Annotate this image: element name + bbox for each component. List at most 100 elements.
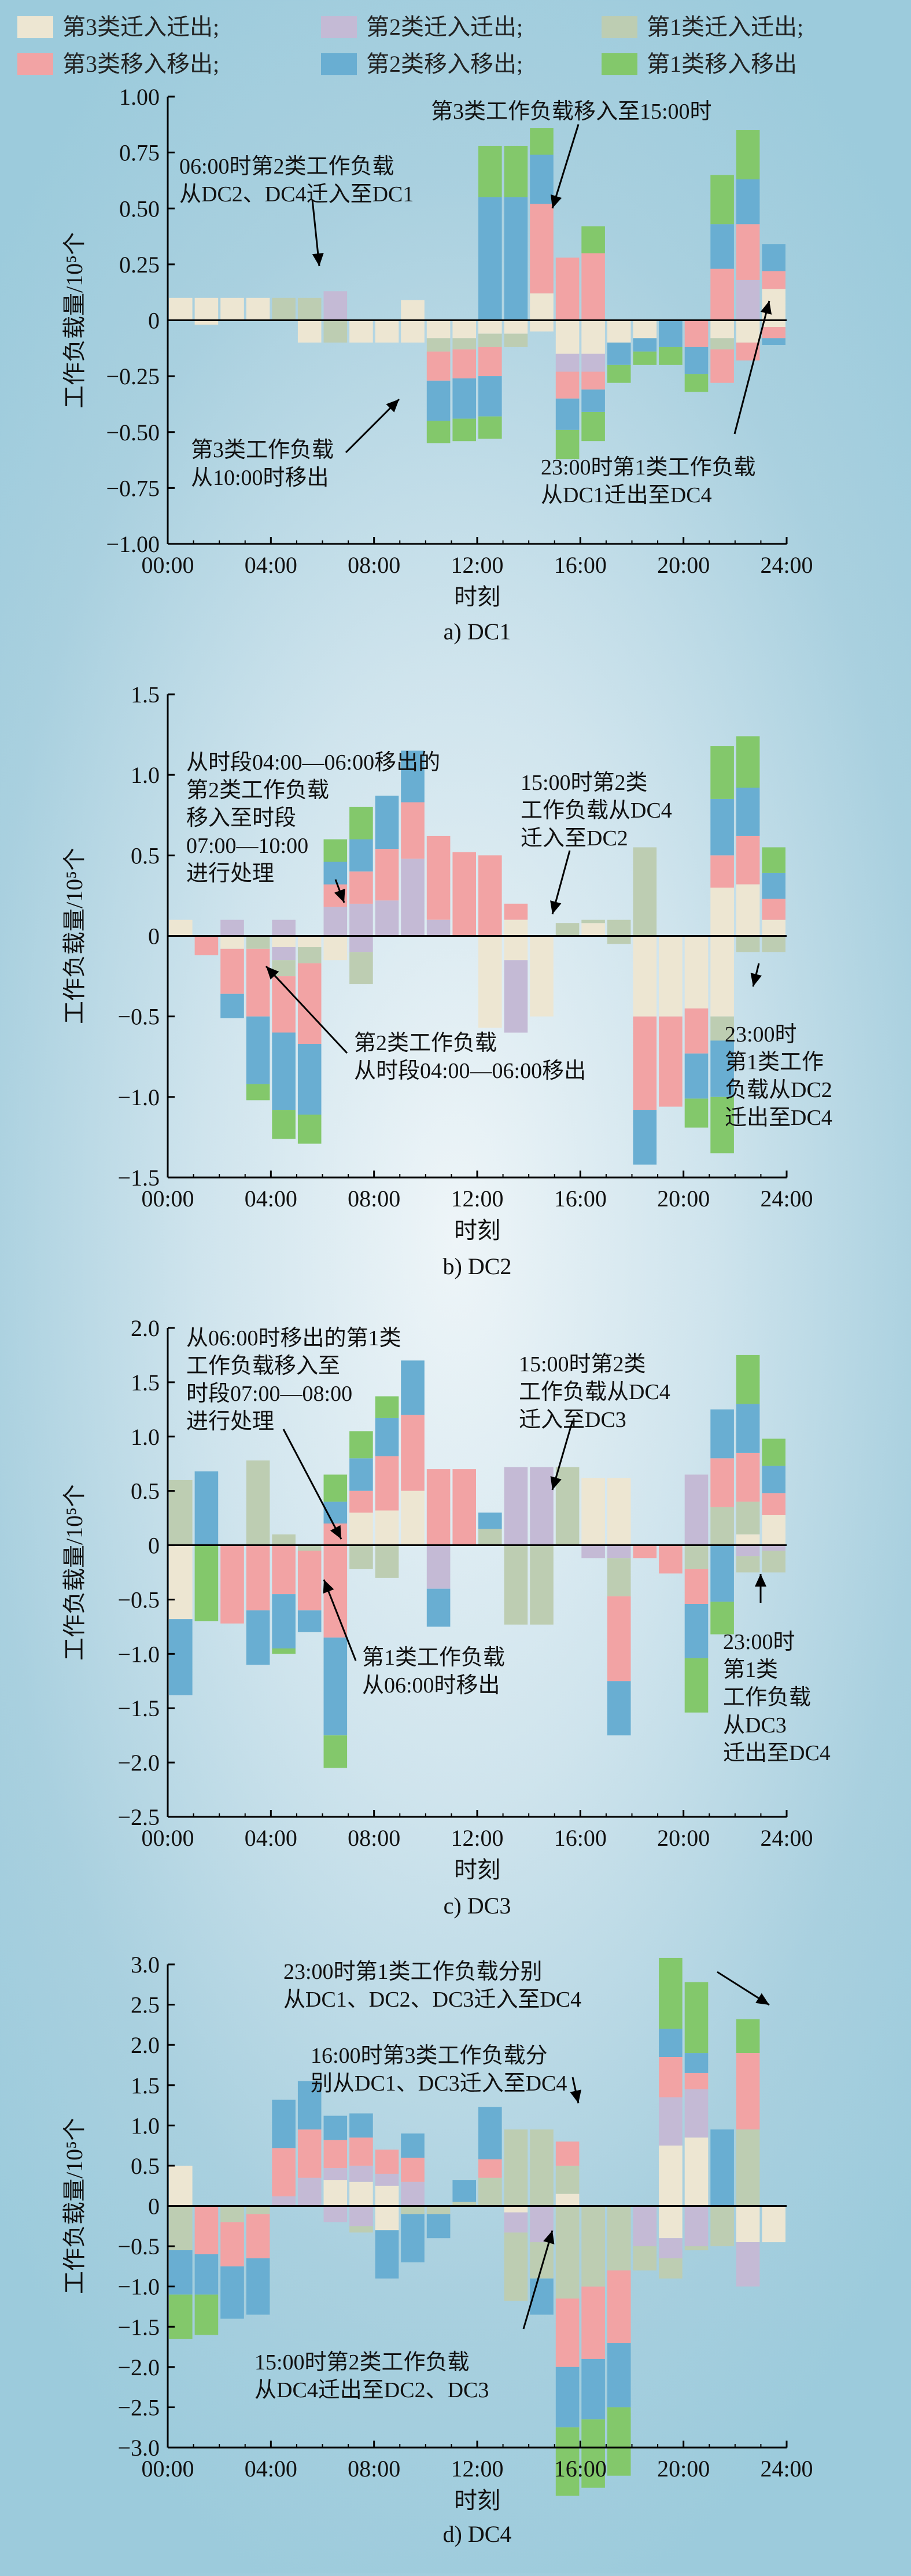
bar-c1m [581, 919, 605, 923]
bar-c3m [401, 1491, 425, 1545]
bar-c1m [684, 2246, 709, 2251]
bar-c1m [401, 2206, 425, 2214]
bar-c1s [478, 146, 502, 197]
bar-c1m [530, 2242, 554, 2279]
annotation-line: 工作负载移入至 [186, 1354, 340, 1378]
bar-c3s [272, 2148, 296, 2196]
bar-c3m [762, 2206, 785, 2243]
annotation: 23:00时第1类工作负载分别从DC1、DC2、DC3迁入至DC4 [283, 1960, 581, 2012]
bar-c1s [633, 351, 657, 365]
bar-c1m [607, 919, 631, 936]
bar-c3s [762, 1493, 785, 1515]
bar-c3s [736, 1452, 760, 1502]
legend-label: 第3类移入移出; [62, 51, 219, 77]
x-tick-label: 00:00 [141, 2456, 194, 2482]
chart-panel-1: −1.00 −0.75 −0.50 −0.25 0 0.25 0.50 0.75 1.00 00:… [61, 84, 813, 645]
y-tick-label: −2.0 [117, 2354, 160, 2380]
annotation-arrowhead [750, 973, 762, 987]
bar-c2s [375, 2230, 399, 2279]
x-tick-label: 12:00 [451, 1186, 503, 1212]
bar-c1s [426, 421, 451, 444]
x-tick-label: 20:00 [657, 552, 710, 578]
y-tick-label: −2.5 [117, 2394, 160, 2420]
x-tick-label: 08:00 [348, 2456, 400, 2482]
bar-c1m [633, 847, 657, 936]
annotation: 06:00时第2类工作负载从DC2、DC4迁入至DC1 [179, 154, 414, 207]
annotation-line: 从DC2、DC4迁入至DC1 [179, 182, 414, 207]
x-tick-label: 00:00 [141, 552, 194, 578]
annotation-line: 第2类工作负载 [354, 1031, 497, 1055]
bar-c1s [555, 2427, 580, 2496]
annotation: 第2类工作负载从时段04:00—06:00移出 [354, 1031, 586, 1083]
chart-panel-4: −3.0 −2.5 −2.0 −1.5 −1.0 −0.5 0 0.5 1.0 1.5 2.0 2.5… [61, 1952, 813, 2547]
bar-c3m [530, 293, 554, 321]
bar-c2m [323, 291, 348, 321]
bar-c3s [452, 1469, 476, 1545]
annotation-line: 15:00时第2类工作负载 [255, 2350, 470, 2375]
bar-c1m [684, 1545, 709, 1569]
legend-label: 第1类迁入迁出; [647, 14, 803, 40]
bar-c2s [349, 1458, 373, 1491]
bar-c3m [736, 2206, 760, 2243]
bar-c3m [169, 2165, 193, 2206]
bar-c3m [659, 2206, 683, 2239]
annotation: 23:00时第1类工作负载从DC1迁出至DC4 [541, 455, 756, 507]
bar-c3s [633, 1016, 657, 1110]
legend-label: 第1类移入移出 [647, 51, 797, 77]
annotation-arrowhead [551, 194, 562, 208]
bar-c2s [478, 2107, 502, 2159]
bar-c1s [684, 1098, 709, 1128]
bar-c3m [375, 1510, 399, 1545]
bar-c2s [246, 1610, 270, 1665]
bar-c1s [581, 2419, 605, 2488]
legend-swatch [17, 16, 53, 38]
bar-c3m [762, 320, 785, 327]
bar-c3m [504, 2206, 528, 2213]
bar-c3s [530, 204, 554, 294]
bar-c1s [323, 1474, 348, 1502]
bar-c1s [710, 1096, 734, 1154]
annotation-line: 23:00时第1类工作负载 [541, 455, 756, 480]
bar-c3s [349, 1491, 373, 1513]
bar-c3s [607, 2270, 631, 2343]
bar-c3m [246, 297, 270, 321]
bar-c1s [272, 1110, 296, 1139]
bar-c1s [272, 1648, 296, 1654]
legend-swatch [321, 53, 357, 75]
bar-c1s [504, 146, 528, 197]
bar-c2s [478, 197, 502, 321]
bar-c1s [659, 1957, 683, 2029]
bar-c1s [169, 2294, 193, 2339]
bar-c3m [633, 936, 657, 1017]
bar-c3s [710, 268, 734, 321]
bar-c2s [349, 839, 373, 872]
bar-c1m [452, 2202, 476, 2206]
y-tick-label: −1.5 [117, 2314, 160, 2340]
annotation-arrowhead [570, 2089, 581, 2103]
bar-c2s [246, 1016, 270, 1084]
legend-swatch [602, 53, 637, 75]
bar-c2s [323, 1637, 348, 1736]
bar-c1s [659, 347, 683, 365]
bar-c3s [246, 2214, 270, 2258]
y-tick-label: 0.25 [119, 252, 160, 278]
y-tick-label: 0 [148, 923, 160, 950]
bar-c3m [452, 320, 476, 338]
annotation-line: 从DC3 [723, 1713, 787, 1738]
panel-caption: c) DC3 [444, 1893, 511, 1919]
bar-c3m [349, 1513, 373, 1545]
x-tick-label: 04:00 [245, 552, 297, 578]
legend-swatch [321, 16, 357, 38]
x-tick-label: 12:00 [451, 552, 503, 578]
bar-c3m [401, 300, 425, 321]
bar-c2s [194, 2254, 219, 2295]
y-tick-label: 0.50 [119, 196, 160, 222]
bar-c2s [581, 2358, 605, 2420]
bar-c1m [426, 338, 451, 352]
annotation-line: 第1类工作负载 [362, 1646, 505, 1670]
bar-c1m [530, 1545, 554, 1625]
bar-c2m [426, 919, 451, 936]
bar-c2s [478, 1513, 502, 1529]
bar-c3m [736, 884, 760, 936]
bar-c1s [736, 1355, 760, 1404]
